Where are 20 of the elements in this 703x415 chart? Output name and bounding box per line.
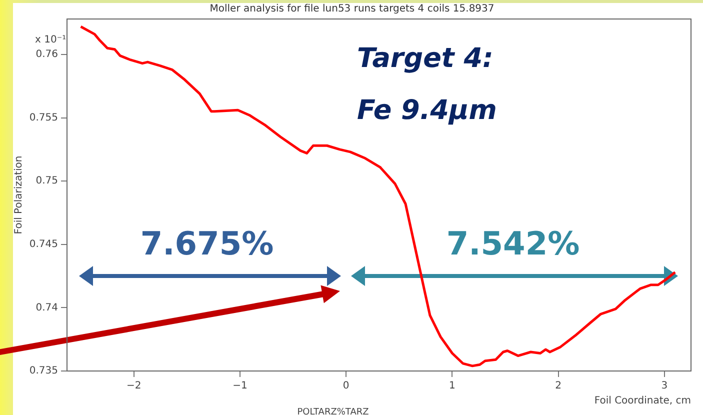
annotation: Target 4: Fe 9.4µm [357,43,497,126]
x-tick-label: −1 [232,380,248,392]
text: x 10⁻¹ [35,34,66,46]
chart-title: Moller analysis for file lun53 runs targets 4 coils 15.8937 [210,4,494,15]
text: POLTARZ%TARZ [297,407,369,415]
y-tick-label: 0.76 [36,49,58,60]
x-tick-label: 0 [342,380,350,392]
y-tick-label: 0.75 [36,176,58,187]
x-tick-label: 3 [661,380,668,392]
annotation: 7.675% [140,224,274,262]
annotation: 7.542% [446,224,580,262]
y-tick-label: 0.74 [36,302,58,314]
y-tick-label: 0.745 [29,238,58,250]
x-tick-label: 1 [449,380,456,392]
y-tick-label: 0.735 [29,366,58,377]
x-tick-label: −2 [126,380,142,392]
x-tick-label: 2 [555,380,562,392]
y-tick-label: 0.755 [29,112,58,124]
x-axis-title: Foil Coordinate, cm [594,396,691,407]
y-axis-title: Foil Polarization [14,156,25,234]
